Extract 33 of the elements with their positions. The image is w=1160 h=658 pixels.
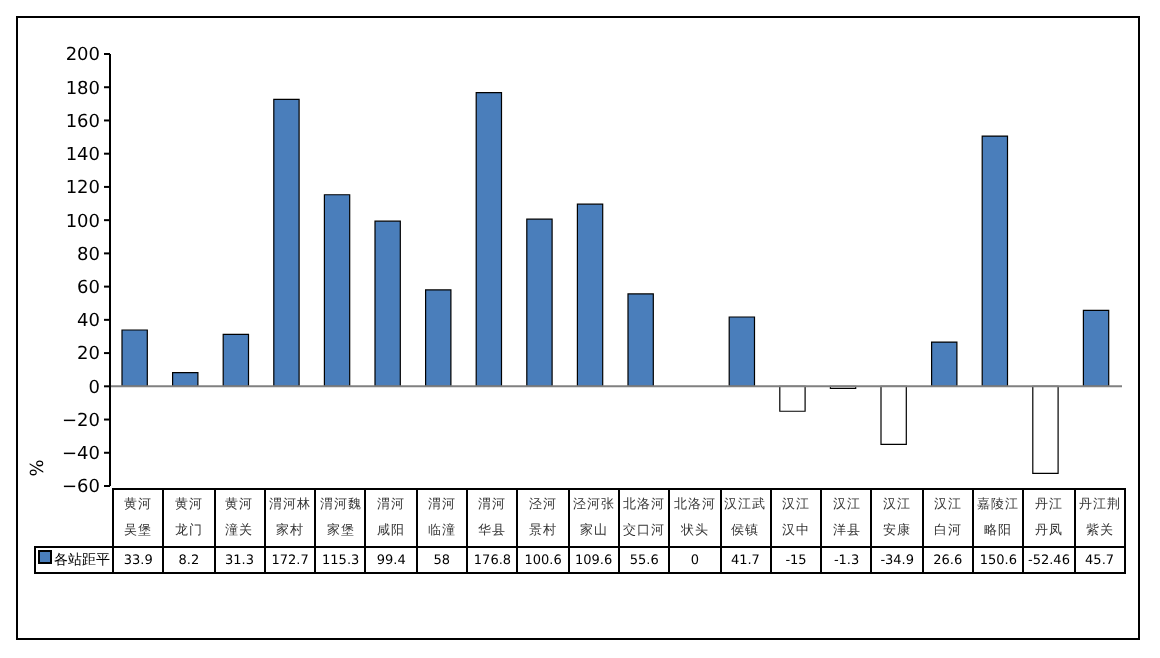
- bar: [323, 194, 351, 387]
- bar: [425, 289, 452, 387]
- y-axis-title: %: [28, 459, 49, 477]
- bar: [475, 91, 503, 387]
- y-tick-label: 140: [65, 146, 101, 167]
- y-tick-label: 0: [88, 378, 101, 399]
- y-tick-label: 60: [77, 279, 101, 300]
- bar: [880, 385, 907, 445]
- bar: [627, 293, 654, 387]
- bar: [121, 329, 148, 387]
- bar: [374, 220, 401, 387]
- bar: [172, 372, 199, 387]
- bar: [222, 333, 250, 387]
- y-tick-label: 120: [65, 179, 101, 200]
- y-tick-label: −20: [62, 411, 101, 432]
- bar: [981, 135, 1009, 387]
- y-tick-label: 40: [77, 312, 101, 333]
- y-tick-label: −40: [62, 445, 101, 466]
- bar: [526, 218, 553, 387]
- bar: [931, 341, 958, 387]
- bar: [1032, 385, 1059, 475]
- y-tick-label: 160: [65, 112, 101, 133]
- y-tick-label: 180: [65, 79, 101, 100]
- bar: [273, 98, 300, 387]
- y-tick-label: 80: [77, 245, 101, 266]
- bar: [576, 203, 604, 387]
- bar: [779, 385, 806, 412]
- y-tick-label: 20: [77, 345, 101, 366]
- y-tick-label: 200: [65, 46, 101, 67]
- y-tick-label: 100: [65, 212, 101, 233]
- bar: [728, 316, 756, 387]
- y-tick-label: −60: [62, 478, 101, 499]
- bar: [1082, 309, 1110, 387]
